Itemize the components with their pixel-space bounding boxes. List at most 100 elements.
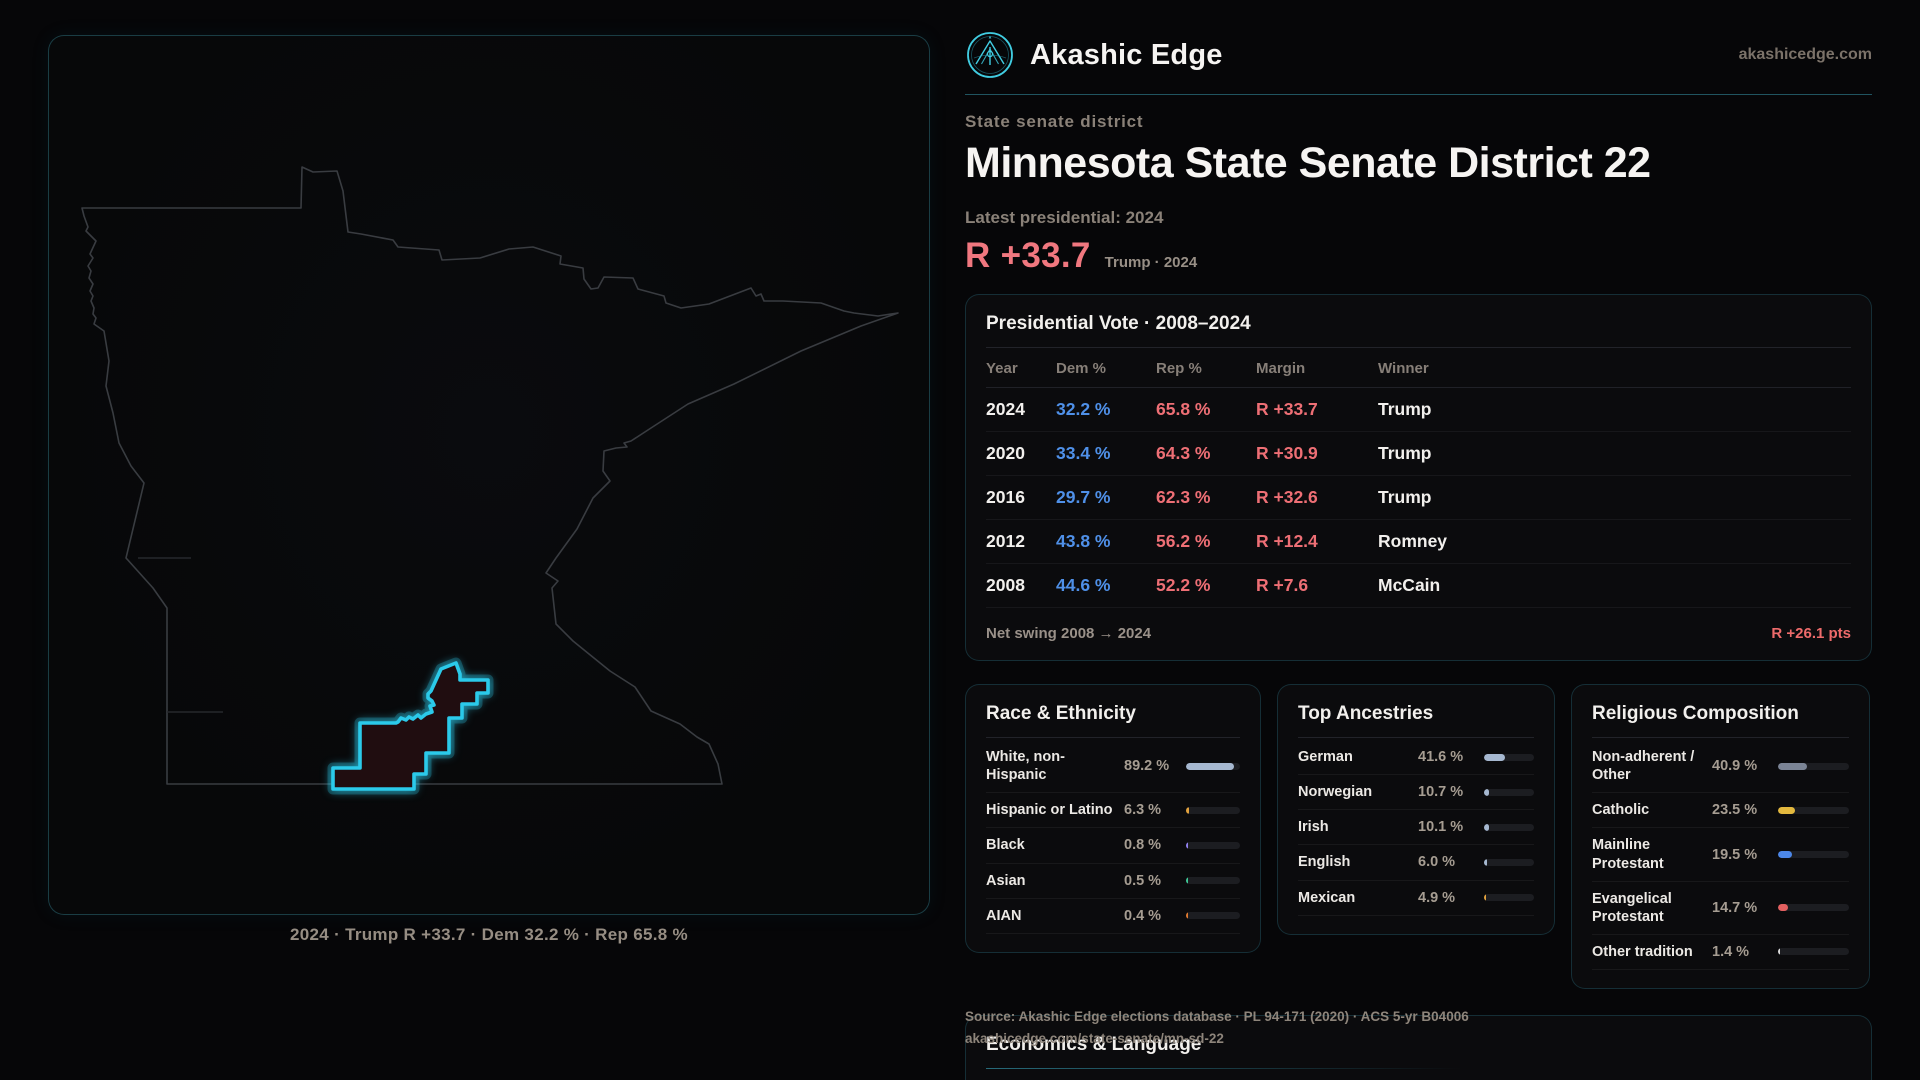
race-card-title: Race & Ethnicity <box>986 703 1136 724</box>
demo-bar-track <box>1186 806 1240 814</box>
minnesota-map <box>81 166 899 795</box>
margin-headline-detail: Trump · 2024 <box>1104 254 1198 271</box>
divider <box>986 737 1240 738</box>
demo-value: 4.9 % <box>1418 889 1456 906</box>
demo-bar-track <box>1484 753 1534 761</box>
cell-rep: 62.3 % <box>1156 487 1211 507</box>
demo-bar-fill <box>1484 894 1487 902</box>
demo-value: 10.1 % <box>1418 819 1464 836</box>
state-map-panel <box>48 35 930 915</box>
demo-bar-track <box>1778 948 1849 956</box>
demo-bar-fill <box>1186 841 1188 849</box>
top-ancestries-card: Top Ancestries German 41.6 % <box>1277 684 1555 935</box>
source-url-link[interactable]: akashicedge.com/state-senate/mn-sd-22 <box>965 1031 1224 1047</box>
brand-domain-link[interactable]: akashicedge.com <box>1738 46 1872 63</box>
list-item: Catholic 23.5 % <box>1592 793 1849 829</box>
demo-bar-fill <box>1484 858 1487 866</box>
demo-label: Norwegian <box>1298 784 1373 801</box>
cell-year: 2012 <box>986 531 1025 551</box>
cell-winner: Trump <box>1378 443 1432 463</box>
religion-card-title: Religious Composition <box>1592 703 1799 724</box>
cell-rep: 52.2 % <box>1156 575 1211 595</box>
religious-composition-card: Religious Composition Non-adherent / Oth… <box>1571 684 1870 989</box>
list-item: Irish 10.1 % <box>1298 810 1534 846</box>
cell-winner: Trump <box>1378 487 1432 507</box>
demo-bar-track <box>1484 894 1534 902</box>
cell-year: 2024 <box>986 399 1025 419</box>
demo-bar-track <box>1484 823 1534 831</box>
demo-label: Hispanic or Latino <box>986 802 1113 819</box>
list-item: Mainline Protestant 19.5 % <box>1592 828 1849 882</box>
demo-value: 23.5 % <box>1712 802 1758 819</box>
table-row: 2020 33.4 % 64.3 % R +30.9 Trump <box>986 432 1851 476</box>
list-item: Black 0.8 % <box>986 828 1240 864</box>
divider <box>1592 737 1849 738</box>
divider <box>986 1068 1851 1069</box>
margin-headline-row: R +33.7 Trump · 2024 <box>965 236 1872 276</box>
margin-headline: R +33.7 <box>965 236 1091 275</box>
demo-value: 0.8 % <box>1124 837 1162 854</box>
demo-bar-track <box>1778 806 1849 814</box>
cell-year: 2008 <box>986 575 1025 595</box>
demo-label: Mexican <box>1298 889 1356 906</box>
list-item: White, non-Hispanic 89.2 % <box>986 740 1240 794</box>
col-year: Year <box>986 360 1018 377</box>
demo-bar-fill <box>1484 823 1490 831</box>
cell-winner: Romney <box>1378 531 1448 551</box>
demo-value: 14.7 % <box>1712 899 1758 916</box>
race-ethnicity-card: Race & Ethnicity White, non-Hispanic 89.… <box>965 684 1261 953</box>
district-type-label: State senate district <box>965 112 1144 131</box>
demo-bar-track <box>1186 877 1240 885</box>
cell-winner: Trump <box>1378 399 1432 419</box>
demo-bar-fill <box>1778 851 1792 858</box>
presidential-vote-card: Presidential Vote · 2008–2024 Year Dem %… <box>965 294 1872 661</box>
col-rep: Rep % <box>1156 360 1202 377</box>
minnesota-outline <box>81 166 899 785</box>
cell-dem: 33.4 % <box>1056 443 1111 463</box>
economics-language-card: Economics & Language Median HH income $8… <box>965 1015 1872 1080</box>
demo-bar-track <box>1186 912 1240 920</box>
demo-bar-fill <box>1778 806 1795 814</box>
list-item: English 6.0 % <box>1298 845 1534 881</box>
demo-bar-track <box>1186 762 1240 770</box>
presidential-table-header: Year Dem % Rep % Margin Winner <box>986 348 1851 388</box>
page-title: Minnesota State Senate District 22 <box>965 139 1651 187</box>
demo-label: Non-adherent / Other <box>1592 749 1695 784</box>
table-row: 2016 29.7 % 62.3 % R +32.6 Trump <box>986 476 1851 520</box>
district-22-shape[interactable] <box>331 661 490 791</box>
demo-label: Mainline Protestant <box>1592 837 1664 872</box>
demo-bar-fill <box>1186 806 1190 814</box>
brand-logo-icon <box>967 32 1013 78</box>
cell-rep: 64.3 % <box>1156 443 1211 463</box>
demo-value: 6.3 % <box>1124 802 1162 819</box>
list-item: Hispanic or Latino 6.3 % <box>986 793 1240 829</box>
ancestries-list: German 41.6 % Norwegian 10.7 % <box>1298 740 1534 916</box>
demo-label: Black <box>986 837 1025 854</box>
demo-bar-track <box>1778 851 1849 858</box>
demo-value: 19.5 % <box>1712 846 1758 863</box>
cell-margin: R +30.9 <box>1256 443 1318 463</box>
list-item: Asian 0.5 % <box>986 864 1240 899</box>
table-row: 2008 44.6 % 52.2 % R +7.6 McCain <box>986 564 1851 608</box>
net-swing-label: Net swing 2008 → 2024 <box>986 625 1152 642</box>
cell-margin: R +32.6 <box>1256 487 1318 507</box>
cell-dem: 32.2 % <box>1056 399 1111 419</box>
demo-bar-track <box>1484 788 1534 796</box>
demo-label: Irish <box>1298 819 1329 836</box>
list-item: German 41.6 % <box>1298 740 1534 776</box>
demo-label: Catholic <box>1592 802 1650 819</box>
demo-bar-fill <box>1186 877 1188 885</box>
list-item: AIAN 0.4 % <box>986 899 1240 934</box>
divider <box>986 347 1851 348</box>
cell-dem: 29.7 % <box>1056 487 1111 507</box>
latest-presidential-label: Latest presidential: 2024 <box>965 208 1164 227</box>
demo-value: 41.6 % <box>1418 749 1464 766</box>
list-item: Mexican 4.9 % <box>1298 881 1534 916</box>
cell-margin: R +33.7 <box>1256 399 1318 419</box>
demo-bar-fill <box>1484 788 1490 796</box>
demo-value: 10.7 % <box>1418 784 1464 801</box>
list-item: Norwegian 10.7 % <box>1298 775 1534 811</box>
cell-margin: R +7.6 <box>1256 575 1309 595</box>
demo-bar-track <box>1778 762 1849 770</box>
